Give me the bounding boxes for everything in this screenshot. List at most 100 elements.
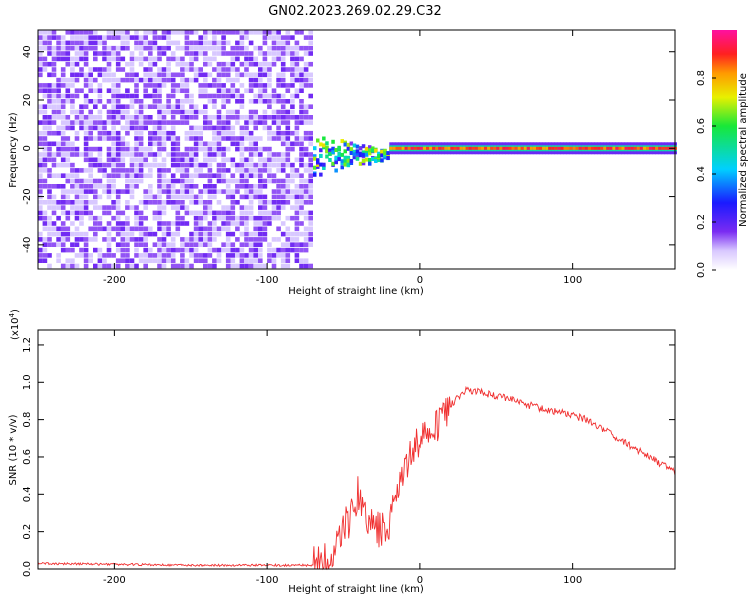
spectrogram-cell (303, 152, 309, 157)
spectrogram-cell (129, 152, 135, 157)
spectrogram-cell (198, 210, 203, 216)
spectrogram-cell (248, 141, 254, 147)
spectrogram-cell (175, 168, 181, 173)
spectrogram-cell (93, 221, 98, 226)
spectrogram-cell (189, 173, 194, 178)
spectrogram-cell (170, 130, 176, 136)
spectrogram-cell (38, 162, 43, 168)
spectrogram-cell (125, 45, 130, 51)
spectrogram-cell (111, 45, 116, 51)
spectrogram-cell (355, 156, 360, 161)
spectrogram-cell (290, 51, 295, 56)
spectrogram-cell (175, 215, 181, 221)
spectrogram-cell (221, 40, 226, 46)
spectrogram-cell (276, 247, 281, 253)
spectrogram-cell (47, 253, 52, 258)
spectrogram-cell (51, 83, 57, 88)
spectrogram-cell (111, 115, 116, 120)
spectrogram-cell (225, 109, 231, 115)
spectrogram-cell (134, 109, 139, 115)
spectrogram-cell (432, 146, 436, 150)
spectrogram-cell (294, 51, 300, 56)
spectrogram-cell (294, 215, 300, 221)
spectrogram-cell (239, 215, 245, 221)
spectrogram-cell (70, 162, 75, 168)
spectrogram-cell (74, 40, 80, 46)
spectrogram-cell (225, 67, 231, 72)
snr-xtick-label: 0 (417, 575, 423, 586)
spectrogram-cell (148, 231, 153, 237)
spectrogram-cell (235, 226, 240, 232)
spectrogram-cell (83, 205, 89, 210)
spectrogram-cell (125, 141, 130, 147)
spectrogram-cell (290, 115, 295, 120)
spectrogram-cell (285, 178, 291, 184)
spectrogram-cell (65, 226, 71, 232)
spectrogram-cell (285, 263, 291, 269)
spectrogram-cell (239, 141, 245, 147)
spectrogram-cell (308, 189, 313, 194)
spectrogram-cell (79, 30, 84, 35)
spectrogram-cell (258, 152, 263, 157)
spectrogram-cell (38, 72, 43, 78)
spectrogram-cell (294, 30, 300, 35)
spectrogram-cell (65, 115, 71, 120)
spectrogram-cell (319, 153, 323, 158)
spectrogram-cell (198, 125, 203, 131)
spectrogram-cell (129, 35, 135, 40)
spectrogram-cell (529, 146, 534, 150)
spectrogram-cell (138, 56, 144, 62)
spectrogram-cell (239, 263, 245, 269)
spectrogram-cell (161, 130, 167, 136)
spectrogram-cell (316, 138, 320, 143)
spectrogram-cell (290, 162, 295, 168)
spectrogram-cell (285, 30, 291, 35)
spectrogram-cell (74, 194, 80, 200)
spectrogram-cell (346, 158, 351, 163)
spectrogram-cell (115, 136, 121, 141)
spectrogram-cell (230, 115, 236, 120)
spectrogram-cell (285, 67, 291, 72)
spectrogram-cell (157, 194, 162, 200)
spectrogram-cell (225, 242, 231, 247)
spectrogram-cell (203, 189, 208, 194)
spectrogram-cell (299, 67, 304, 72)
spectrogram-cell (102, 67, 107, 72)
spectrogram-cell (120, 93, 126, 99)
spectrogram-cell (125, 30, 130, 35)
spectrogram-cell (170, 120, 176, 125)
spectrogram-cell (380, 158, 384, 163)
spectrogram-cell (125, 115, 130, 120)
spectrogram-cell (161, 51, 167, 56)
spectrogram-cell (253, 72, 258, 78)
spectrogram-cell (83, 120, 89, 125)
spectrogram-cell (161, 231, 167, 237)
spectrogram-cell (170, 141, 176, 147)
spectrogram-cell (47, 263, 52, 269)
spectrogram-cell (230, 231, 236, 237)
spectrogram-cell (42, 115, 48, 120)
spectrogram-cell (125, 77, 130, 83)
spectrogram-cell (299, 99, 304, 104)
spectrogram-cell (83, 93, 89, 99)
spectrogram-cell (239, 40, 245, 46)
spectrogram-cell (244, 205, 249, 210)
spectrogram-cell (203, 141, 208, 147)
spectrogram-cell (308, 61, 313, 67)
spectrogram-cell (225, 189, 231, 194)
spectrogram-cell (267, 162, 272, 168)
spectrogram-cell (65, 178, 71, 184)
spectrogram-cell (203, 184, 208, 189)
spectrogram-cell (468, 146, 473, 150)
spectrogram-cell (51, 35, 57, 40)
spectrogram-cell (111, 253, 116, 258)
spectrogram-cell (125, 200, 130, 205)
spectrogram-cell (102, 120, 107, 125)
spectrogram-cell (294, 184, 300, 189)
spectrogram-cell (244, 61, 249, 67)
spectrogram-cell (244, 130, 249, 136)
spectrogram-cell (225, 30, 231, 35)
spectrogram-cell (102, 253, 107, 258)
spectrogram-cell (198, 237, 203, 242)
spectrogram-cell (166, 178, 171, 184)
